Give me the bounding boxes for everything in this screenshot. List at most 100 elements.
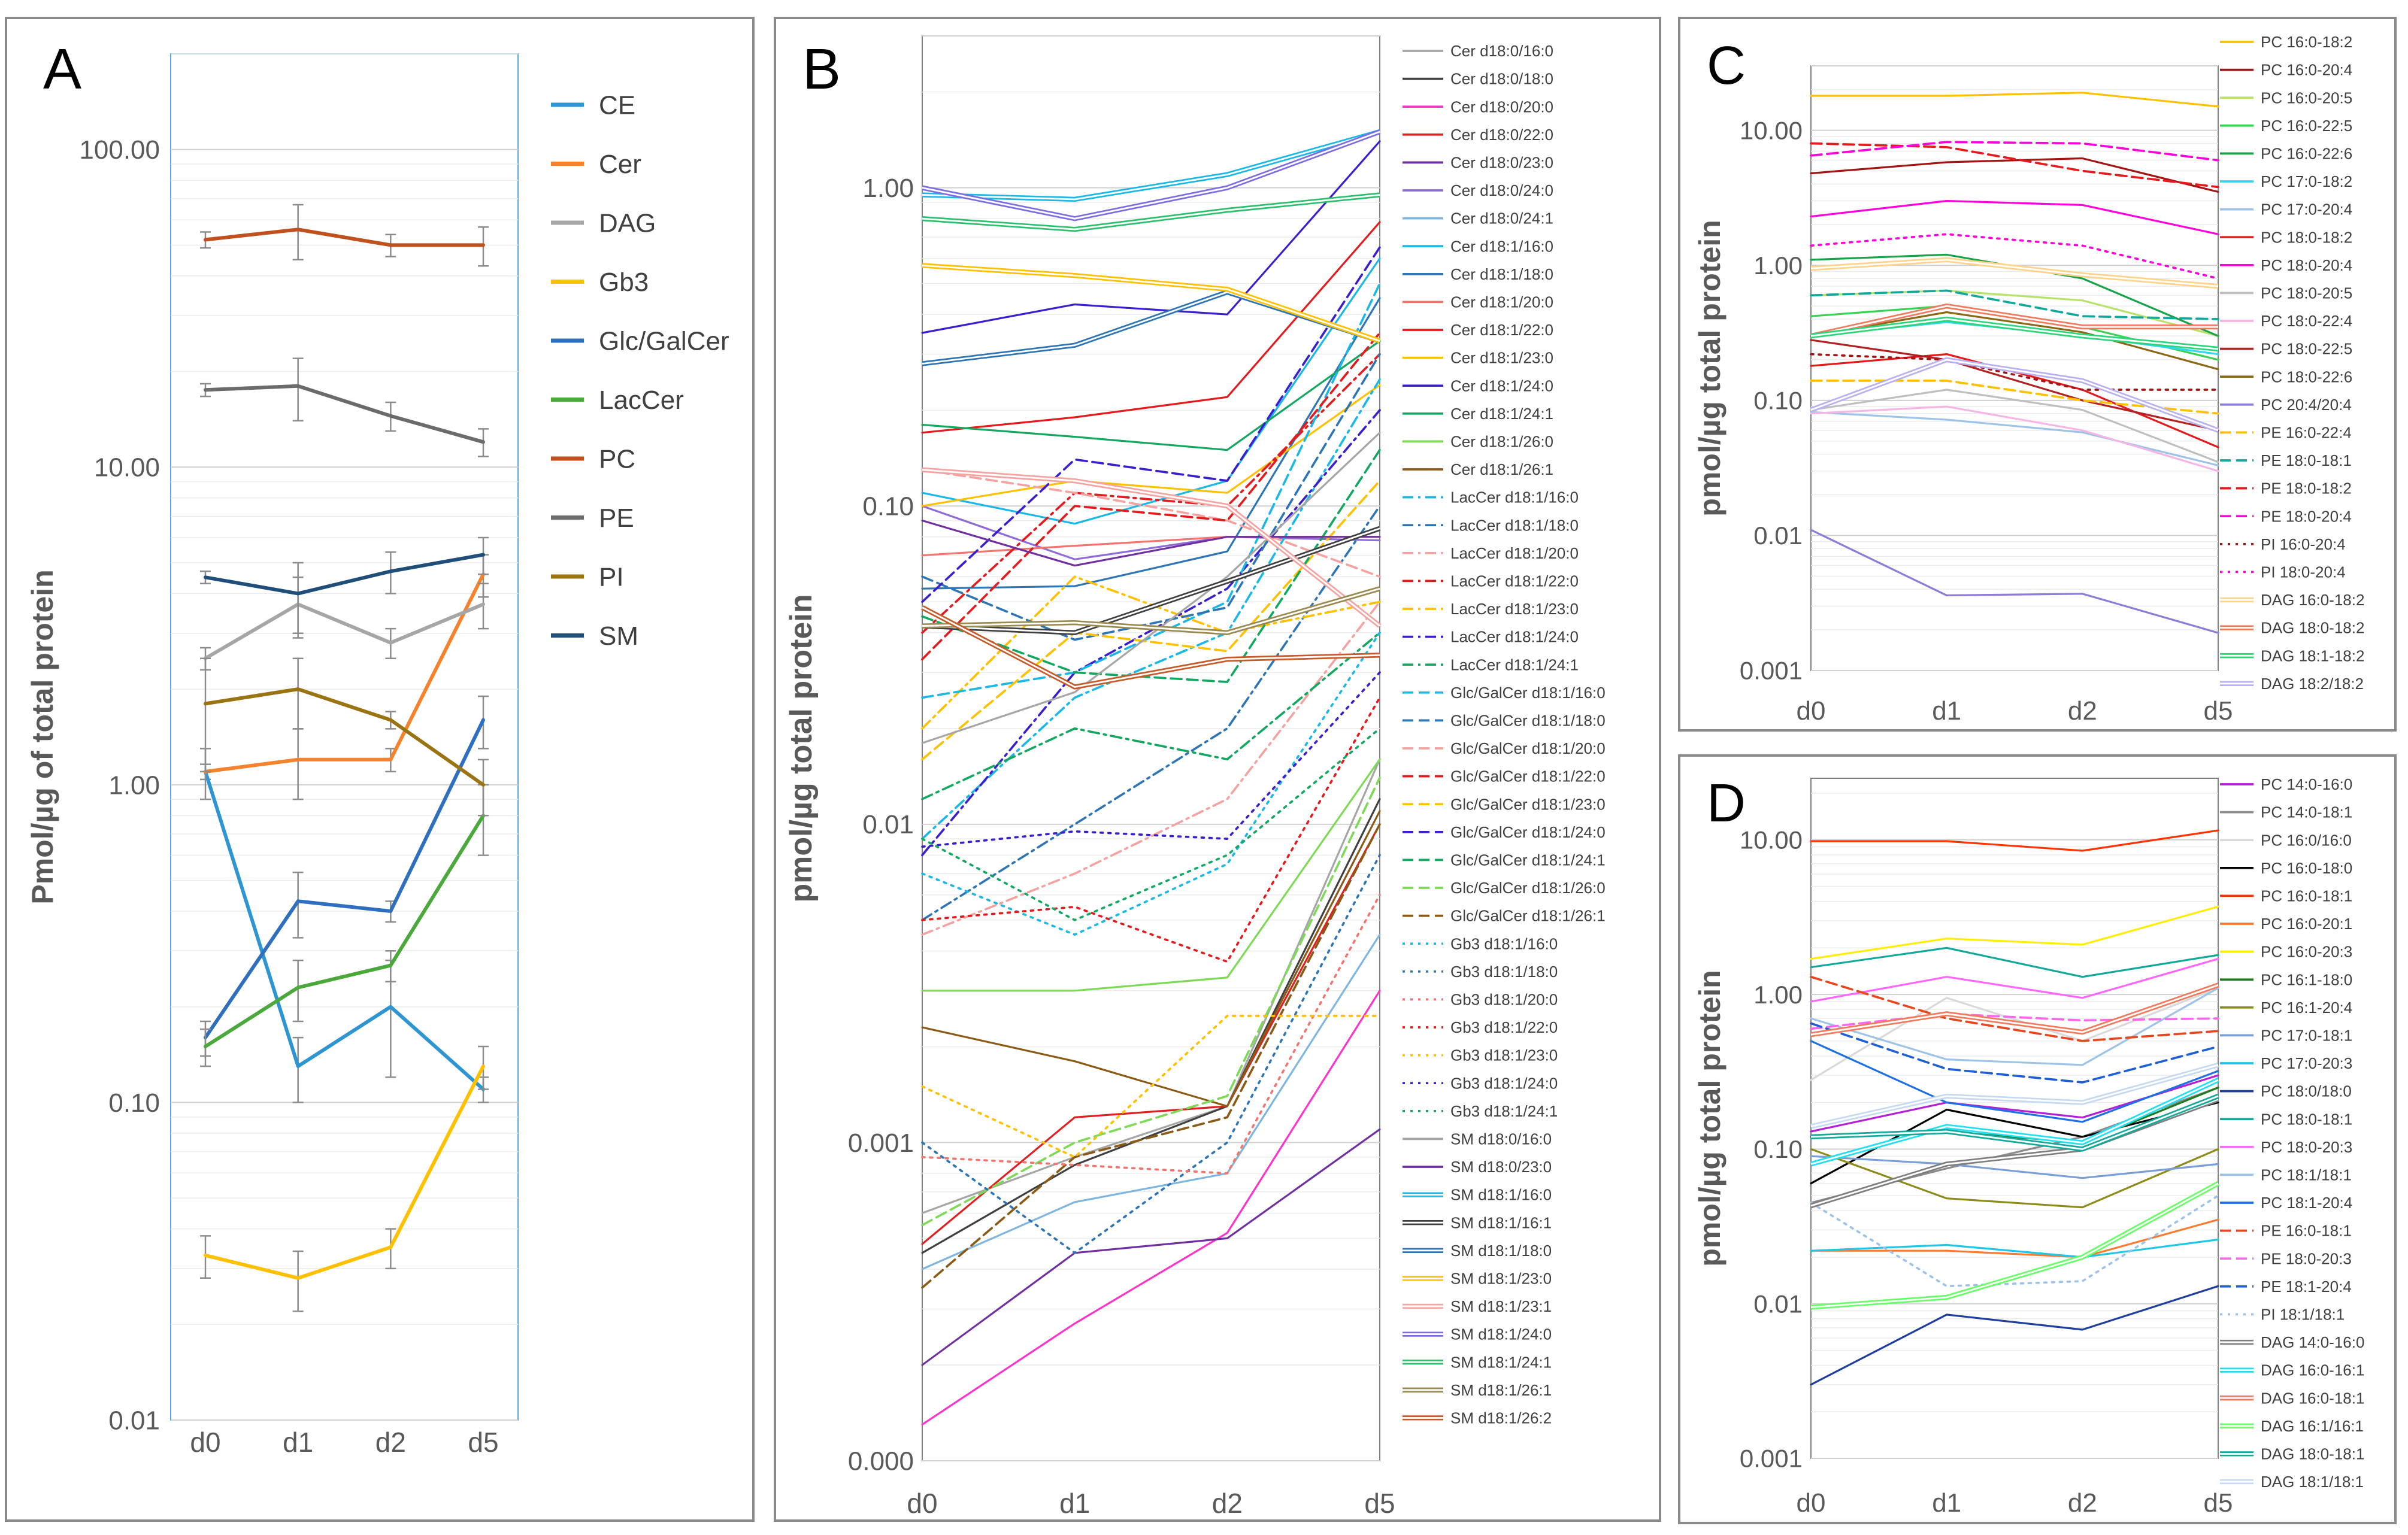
panel-b-legend-label: Cer d18:1/24:0 [1450, 377, 1553, 395]
panel-b-legend-item: LacCer d18:1/18:0 [1403, 516, 1579, 534]
panel-d-series-pc-16-1-20-4 [1810, 1148, 2219, 1209]
panel-b-series-laccer-d18-1-22-0 [921, 353, 1381, 634]
panel-d-legend-label: DAG 16:1/16:1 [2261, 1417, 2364, 1435]
panel-b-y-tick-label: 0.001 [848, 1129, 914, 1158]
panel-a-series-sm [200, 536, 489, 634]
panel-d-series-dag-16-0-16-1 [1810, 1078, 2219, 1167]
panel-b-legend-item: Gb3 d18:1/20:0 [1403, 991, 1558, 1009]
panel-d-legend-label: PC 16:0-20:1 [2261, 915, 2352, 933]
panel-c-legend-item: DAG 18:2/18:2 [2220, 675, 2364, 693]
panel-a-legend-label: Glc/GalCer [599, 326, 729, 356]
panel-b-legend-label: SM d18:1/16:0 [1450, 1186, 1552, 1204]
panel-a-legend-label: Cer [599, 150, 641, 179]
panel-b-line [921, 378, 1381, 840]
panel-c-legend-item: PC 17:0-20:4 [2220, 201, 2352, 219]
panel-b-series-cer-d18-0-20-0 [921, 990, 1381, 1425]
panel-b-line [921, 727, 1381, 921]
panel-d-legend-item: DAG 16:1/16:1 [2220, 1417, 2364, 1435]
panel-a-y-tick-label: 100.00 [79, 135, 160, 165]
panel-b-legend-label: Gb3 d18:1/24:1 [1450, 1102, 1558, 1120]
panel-b-legend-item: Gb3 d18:1/24:0 [1403, 1074, 1558, 1092]
panel-c-legend-label: PC 16:0-18:2 [2261, 33, 2352, 51]
panel-d-series-dag-18-0-18-1 [1810, 1094, 2219, 1152]
panel-d-y-tick-label: 0.01 [1753, 1290, 1803, 1318]
panel-b-legend-item: LacCer d18:1/23:0 [1403, 600, 1579, 618]
panel-b-series-cer-d18-1-23-0 [921, 384, 1381, 507]
panel-d-legend-label: DAG 16:0-16:1 [2261, 1361, 2364, 1379]
panel-b-series-laccer-d18-1-16-0 [921, 378, 1381, 840]
panel-b-legend-label: SM d18:1/23:1 [1450, 1297, 1552, 1315]
panel-b-legend-item: SM d18:1/16:1 [1403, 1214, 1552, 1231]
panel-d-line [1810, 829, 2219, 852]
panel-a-series-pe [200, 357, 489, 457]
panel-a-legend-item: PI [551, 562, 624, 591]
panel-d-legend-label: PE 18:0-20:3 [2261, 1249, 2352, 1267]
panel-b-legend-label: SM d18:1/18:0 [1450, 1242, 1552, 1260]
panel-c-line [1810, 411, 2219, 467]
panel-b-series-gb3-d18-1-22-0 [921, 696, 1381, 963]
panel-c-line [1810, 311, 2219, 371]
panel-b-legend-label: Cer d18:0/22:0 [1450, 126, 1553, 144]
panel-c-legend-label: PI 18:0-20:4 [2261, 563, 2346, 581]
panel-c-legend-label: PC 18:0-22:6 [2261, 368, 2352, 386]
panel-d-legend-item: PE 18:1-20:4 [2220, 1278, 2352, 1296]
panel-b-series-cer-d18-1-24-1 [921, 339, 1381, 451]
panel-b-line [921, 257, 1381, 525]
panel-b-series-gb3-d18-1-23-0 [921, 1015, 1381, 1158]
panel-b-legend-item: Glc/GalCer d18:1/26:0 [1403, 879, 1606, 897]
panel-b-series-sm-d18-1-26-2 [921, 605, 1380, 690]
panel-d-legend-label: PE 18:1-20:4 [2261, 1278, 2352, 1296]
panel-c-series-pc-18-0-22-5 [1810, 339, 2219, 432]
panel-c-series-pe-18-0-18-1 [1810, 289, 2219, 320]
panel-a-legend-label: Gb3 [599, 268, 649, 297]
panel-c-x-tick-label: d0 [1797, 696, 1826, 726]
panel-a-legend-item: PC [551, 444, 635, 474]
panel-b-legend-label: Glc/GalCer d18:1/20:0 [1450, 739, 1606, 757]
panel-c-legend-label: PC 18:0-20:4 [2261, 256, 2352, 274]
panel-b-legend-label: Gb3 d18:1/23:0 [1450, 1046, 1558, 1064]
panel-b-legend-item: Cer d18:1/24:0 [1403, 377, 1553, 395]
panel-b-legend-label: Cer d18:0/20:0 [1450, 98, 1553, 116]
panel-b-legend-item: Gb3 d18:1/24:1 [1403, 1102, 1558, 1120]
panel-a-y-tick-label: 10.00 [94, 453, 160, 483]
panel-c-frame [1678, 17, 2397, 732]
panel-b-legend-label: Cer d18:1/20:0 [1450, 293, 1553, 311]
panel-c-legend-item: PE 18:0-20:4 [2220, 507, 2352, 525]
panel-c-y-axis-title: pmol/µg total protein [1693, 220, 1727, 516]
panel-b-legend-item: SM d18:1/24:0 [1403, 1325, 1552, 1343]
panel-b-line [921, 854, 1381, 1254]
panel-c-series-pc-18-0-20-4 [1810, 200, 2219, 235]
panel-b-legend-item: Cer d18:0/18:0 [1403, 70, 1553, 88]
panel-d-line [1810, 957, 2219, 1003]
panel-b-series-sm-d18-1-16-1 [922, 526, 1381, 635]
panel-c-legend-item: DAG 16:0-18:2 [2220, 591, 2364, 609]
panel-b-series-cer-d18-1-18-0 [921, 297, 1381, 590]
panel-a-line [204, 769, 485, 1091]
panel-b-line [921, 1015, 1381, 1158]
panel-c-legend-item: PC 20:4/20:4 [2220, 396, 2352, 414]
panel-c-legend-label: PE 18:0-18:2 [2261, 480, 2352, 497]
panel-c-legend-item: PC 18:0-20:5 [2220, 284, 2352, 302]
panel-b-legend-label: SM d18:1/23:0 [1450, 1270, 1552, 1288]
panel-b-legend-item: LacCer d18:1/24:0 [1403, 628, 1579, 646]
panel-b-legend-item: Cer d18:1/20:0 [1403, 293, 1553, 311]
panel-d-legend-item: PC 16:1-18:0 [2220, 970, 2352, 988]
panel-c-legend-item: PC 17:0-18:2 [2220, 172, 2352, 190]
panel-a-y-axis-title: Pmol/µg of total protein [26, 569, 59, 904]
panel-c-x-tick-label: d2 [2068, 696, 2097, 726]
panel-b-line [921, 631, 1381, 936]
panel-d-legend-label: PC 16:0-18:1 [2261, 887, 2352, 905]
panel-b-series-glc-galcer-d18-1-18-0 [921, 353, 1381, 641]
panel-c-legend-label: PC 17:0-18:2 [2261, 172, 2352, 190]
panel-a-y-tick-label: 0.01 [108, 1406, 160, 1435]
panel-c-legend-item: DAG 18:1-18:2 [2220, 647, 2364, 665]
panel-a-line [204, 687, 485, 787]
panel-b-series-sm-d18-0-23-0 [921, 519, 1381, 567]
panel-d-legend-label: DAG 14:0-16:0 [2261, 1333, 2364, 1351]
panel-d-y-tick-label: 1.00 [1753, 981, 1803, 1009]
panel-d-line [1810, 1238, 2219, 1258]
panel-b-legend-item: Glc/GalCer d18:1/23:0 [1403, 795, 1606, 813]
panel-d-legend-item: DAG 16:0-16:1 [2220, 1361, 2364, 1379]
panel-b-legend-label: LacCer d18:1/20:0 [1450, 544, 1579, 562]
